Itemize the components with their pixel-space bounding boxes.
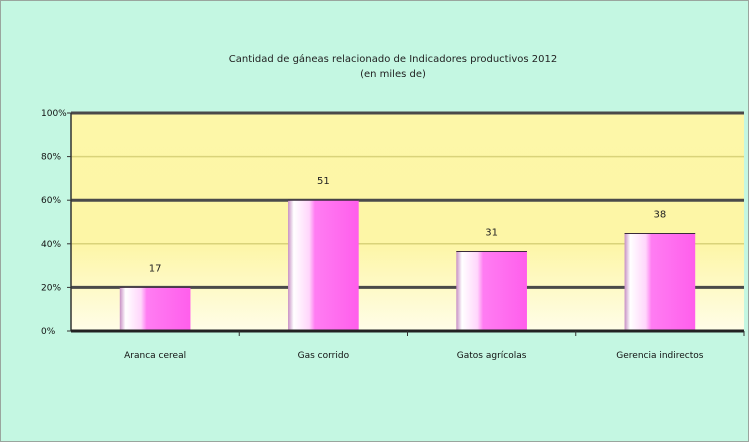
y-tick-label: 40%: [41, 240, 61, 250]
data-label: 17: [149, 263, 162, 274]
y-tick-label: 0%: [41, 327, 56, 337]
chart-title: Cantidad de gáneas relacionado de Indica…: [229, 53, 558, 65]
bar: [119, 287, 191, 331]
chart-subtitle: (en miles de): [360, 69, 426, 80]
data-label: 51: [317, 176, 330, 187]
x-category-label: Aranca cereal: [124, 351, 186, 361]
y-tick-label: 100%: [41, 109, 67, 119]
bar: [456, 251, 527, 331]
x-category-label: Gerencia indirectos: [616, 351, 704, 361]
x-category-label: Gatos agrícolas: [457, 351, 527, 361]
axis-labels: 0% 20% 40% 60% 80% 100% 17 Aranca cereal 51 Gas c…: [41, 109, 704, 361]
data-label: 31: [485, 227, 498, 238]
bar: [288, 200, 359, 331]
y-tick-label: 20%: [41, 283, 61, 293]
y-tick-label: 80%: [41, 153, 61, 163]
data-label: 38: [654, 210, 667, 221]
bar-series: [119, 199, 696, 331]
axes: [67, 112, 745, 336]
bar: [624, 233, 696, 331]
x-category-label: Gas corrido: [298, 351, 350, 361]
y-tick-label: 60%: [41, 196, 61, 206]
